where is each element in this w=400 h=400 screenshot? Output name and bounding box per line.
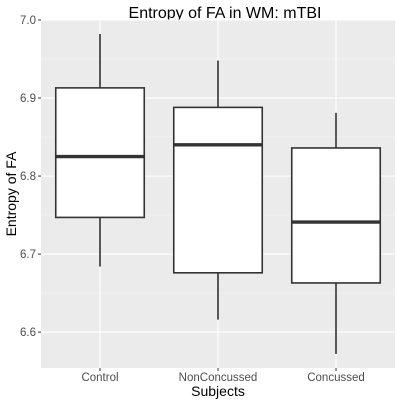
box-nonconcussed — [172, 60, 264, 320]
x-tick-label: Control — [81, 372, 118, 384]
x-tick-label: Concussed — [307, 372, 365, 384]
y-tick-label: 6.8 — [20, 171, 36, 183]
y-axis-ticks: 6.6 6.7 6.8 6.9 7.0 — [20, 15, 41, 339]
x-axis-ticks: Control NonConcussed Concussed — [81, 368, 365, 384]
box-control — [54, 34, 146, 267]
y-tick-label: 6.9 — [20, 93, 36, 105]
y-tick-label: 7.0 — [20, 15, 36, 27]
x-axis-title: Subjects — [191, 383, 245, 399]
box-concussed — [290, 112, 382, 354]
boxes-layer — [54, 34, 382, 354]
box-iqr — [54, 87, 146, 219]
chart-title: Entropy of FA in WM: mTBI — [129, 5, 322, 22]
y-axis-title: Entropy of FA — [3, 151, 19, 236]
y-tick-label: 6.7 — [20, 249, 36, 261]
box-iqr — [172, 106, 264, 274]
x-tick-label: NonConcussed — [179, 372, 258, 384]
y-tick-label: 6.6 — [20, 327, 36, 339]
box-iqr — [290, 147, 382, 284]
